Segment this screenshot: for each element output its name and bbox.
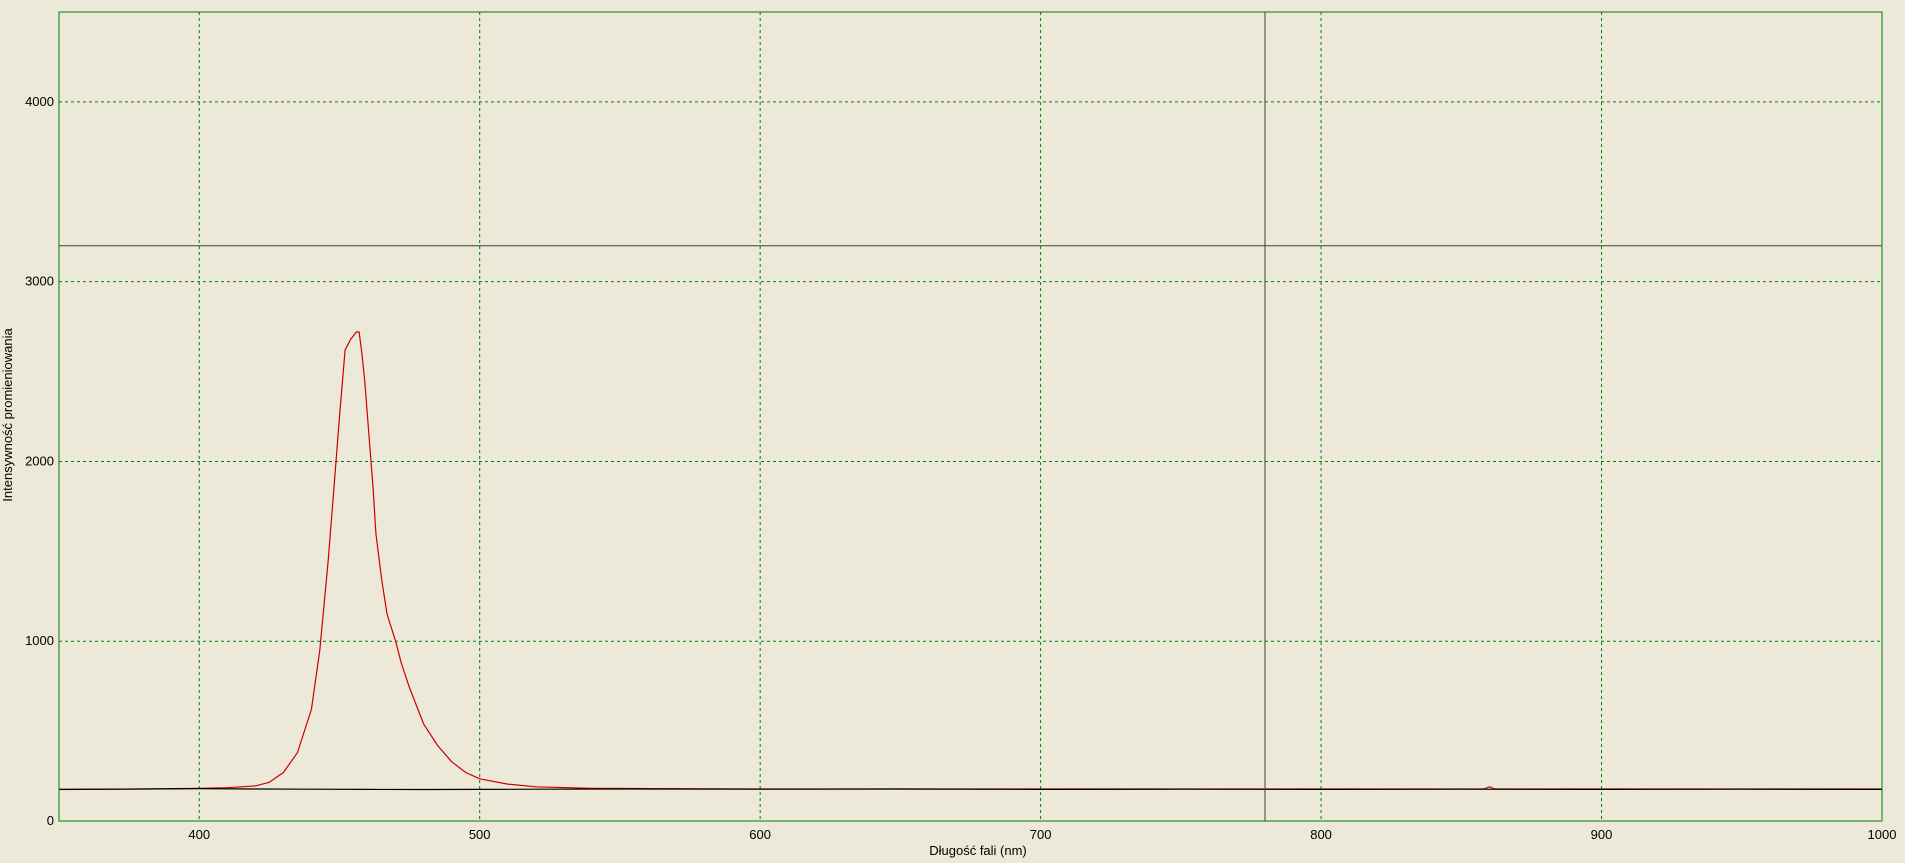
cursor-crosshair	[59, 12, 1882, 821]
series-line-1	[58, 331, 1882, 791]
x-tick-label: 800	[1310, 827, 1332, 842]
x-tick-label: 700	[1030, 827, 1052, 842]
y-tick-label: 4000	[25, 94, 54, 109]
y-axis-title: Intensywność promieniowania	[0, 328, 15, 502]
y-tick-label: 1000	[25, 633, 54, 648]
x-tick-label: 400	[188, 827, 210, 842]
plot-frame	[58, 11, 1883, 822]
y-tick-label: 2000	[25, 453, 54, 468]
y-tick-label: 0	[47, 813, 54, 828]
y-tick-label: 3000	[25, 274, 54, 289]
x-tick-label: 500	[469, 827, 491, 842]
y-tick-labels: 0 1000 2000 3000 4000	[25, 94, 54, 828]
x-tick-label: 1000	[1868, 827, 1897, 842]
x-tick-label: 600	[749, 827, 771, 842]
grid	[59, 12, 1882, 821]
x-tick-label: 900	[1591, 827, 1613, 842]
x-tick-labels: 400 500 600 700 800 900 1000	[188, 827, 1896, 842]
series-line-2	[58, 787, 1883, 791]
series-layer	[58, 331, 1883, 791]
x-axis-title: Długość fali (nm)	[929, 843, 1027, 858]
